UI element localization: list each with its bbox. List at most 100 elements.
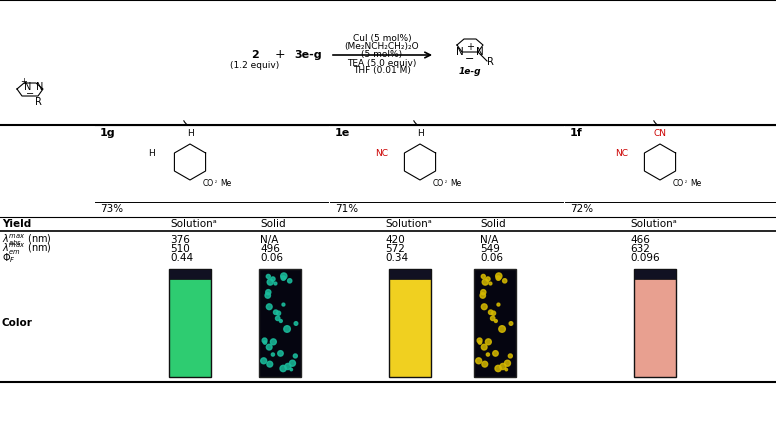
Text: −: − [466, 54, 475, 64]
Text: 572: 572 [385, 244, 405, 254]
Point [281, 326, 293, 333]
Text: CN: CN [653, 129, 667, 139]
Text: 71%: 71% [335, 204, 359, 214]
Text: R: R [35, 97, 41, 107]
Text: +: + [20, 77, 27, 87]
Point [267, 276, 279, 283]
Text: 376: 376 [170, 235, 190, 245]
Text: N/A: N/A [480, 235, 498, 245]
Bar [169, 269, 211, 279]
Point [501, 360, 514, 367]
Text: Solutionᵃ: Solutionᵃ [170, 219, 217, 229]
Text: 496: 496 [260, 244, 280, 254]
Point [474, 339, 487, 346]
Point [277, 365, 289, 372]
Text: H: H [148, 149, 155, 159]
Point [478, 303, 490, 310]
Point [282, 363, 294, 370]
Text: +: + [466, 42, 474, 52]
Point [278, 273, 290, 280]
Text: THF (0.01 M): THF (0.01 M) [353, 66, 411, 76]
Text: N: N [476, 47, 484, 57]
Point [479, 278, 491, 285]
Text: 549: 549 [480, 244, 500, 254]
Point [500, 366, 512, 373]
Bar [389, 269, 431, 279]
Point [263, 343, 275, 350]
Point [262, 273, 275, 280]
Point [493, 273, 505, 280]
Text: N/A: N/A [260, 235, 279, 245]
Point [263, 303, 275, 310]
Text: ₂: ₂ [445, 179, 447, 184]
Point [473, 357, 485, 364]
Point [269, 309, 282, 316]
Text: 1f: 1f [570, 128, 583, 138]
Point [264, 278, 276, 285]
Text: $\lambda_{em}^{max}$ (nm): $\lambda_{em}^{max}$ (nm) [2, 241, 52, 257]
Point [264, 361, 276, 368]
Text: 0.096: 0.096 [630, 253, 660, 263]
Text: (Me₂NCH₂CH₂)₂O: (Me₂NCH₂CH₂)₂O [345, 42, 419, 52]
Text: CO: CO [673, 180, 684, 188]
Text: Solid: Solid [480, 219, 506, 229]
Point [492, 274, 504, 281]
Text: ₂: ₂ [215, 179, 217, 184]
Bar [634, 269, 676, 279]
Bar [169, 269, 211, 377]
Text: NC: NC [375, 149, 388, 159]
Point [473, 337, 486, 344]
Text: 466: 466 [630, 235, 650, 245]
Point [267, 338, 279, 345]
Text: CO: CO [203, 180, 214, 188]
Text: 72%: 72% [570, 204, 593, 214]
Point [496, 326, 508, 333]
Point [262, 289, 275, 296]
Point [286, 360, 299, 367]
Text: 510: 510 [170, 244, 190, 254]
Point [289, 353, 302, 360]
Point [484, 280, 497, 287]
Text: H: H [186, 129, 193, 139]
Text: $\lambda_{abs}^{max}$ (nm): $\lambda_{abs}^{max}$ (nm) [2, 232, 52, 248]
Bar [259, 269, 301, 377]
Text: TEA (5.0 equiv): TEA (5.0 equiv) [348, 59, 417, 67]
Text: N: N [24, 82, 31, 92]
Text: 420: 420 [385, 235, 405, 245]
Point [477, 273, 490, 280]
Text: 0.34: 0.34 [385, 253, 408, 263]
Point [504, 353, 517, 360]
Point [476, 292, 489, 299]
Point [482, 276, 494, 283]
Text: ₂: ₂ [685, 179, 687, 184]
Text: CuI (5 mol%): CuI (5 mol%) [352, 35, 411, 44]
Point [498, 277, 511, 284]
Point [269, 280, 282, 287]
Point [283, 277, 296, 284]
Point [492, 365, 504, 372]
Text: (5 mol%): (5 mol%) [362, 51, 403, 59]
Text: 0.06: 0.06 [480, 253, 503, 263]
Point [275, 318, 287, 325]
Point [289, 320, 302, 327]
Text: 0.06: 0.06 [260, 253, 283, 263]
Point [492, 301, 504, 308]
Text: +: + [275, 49, 286, 62]
Point [267, 351, 279, 358]
Point [258, 339, 271, 346]
Point [262, 292, 274, 299]
Point [479, 361, 491, 368]
Text: Me: Me [220, 180, 231, 188]
Point [277, 274, 289, 281]
Text: 2: 2 [251, 50, 259, 60]
Text: N: N [456, 47, 464, 57]
Point [258, 357, 270, 364]
Text: N: N [36, 82, 43, 92]
Point [477, 289, 490, 296]
Text: 1e-g: 1e-g [459, 66, 481, 76]
Point [272, 310, 285, 317]
Text: 1g: 1g [100, 128, 116, 138]
Text: (1.2 equiv): (1.2 equiv) [230, 60, 279, 69]
Point [497, 363, 509, 370]
Point [277, 301, 289, 308]
